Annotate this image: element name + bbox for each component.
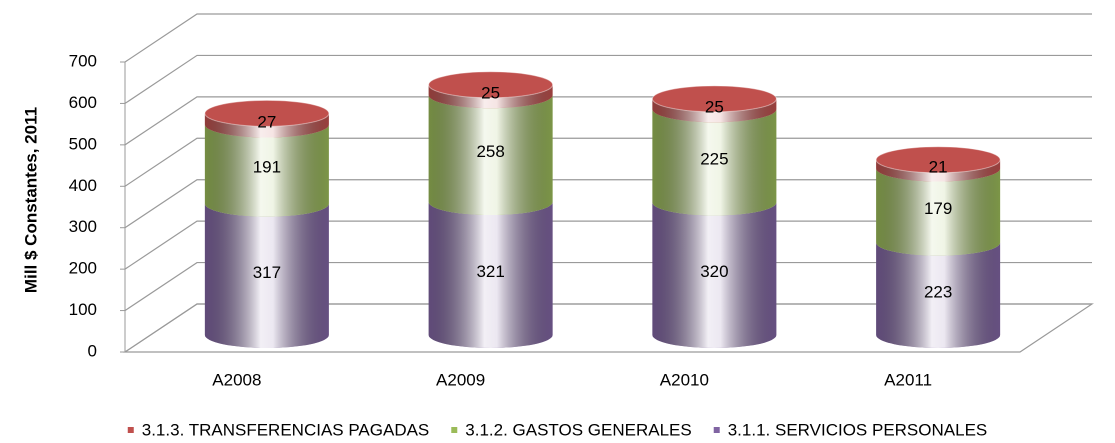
y-tick-label: 500	[69, 134, 97, 153]
value-label: 27	[257, 112, 276, 131]
y-tick-label: 200	[69, 259, 97, 278]
legend-label: 3.1.1. SERVICIOS PERSONALES	[728, 420, 988, 439]
bar-highlight	[428, 95, 553, 216]
y-tick-label: 700	[69, 51, 97, 70]
value-label: 179	[924, 199, 952, 218]
y-tick-label: 600	[69, 93, 97, 112]
legend-label: 3.1.2. GASTOS GENERALES	[465, 420, 691, 439]
value-label: 25	[481, 83, 500, 102]
value-label: 21	[929, 158, 948, 177]
y-tick-label: 100	[69, 300, 97, 319]
bar-top	[651, 85, 777, 113]
grid-line	[124, 137, 1092, 187]
back-wall	[125, 14, 197, 352]
bar-highlight	[652, 109, 777, 216]
value-label: 321	[476, 262, 504, 281]
x-tick-label: A2009	[436, 370, 485, 389]
bar-highlight	[876, 159, 1001, 182]
legend-swatch	[713, 427, 720, 433]
bar-highlight	[652, 202, 777, 348]
bar-highlight	[428, 202, 553, 348]
x-tick-label: A2010	[660, 370, 709, 389]
value-label: 317	[253, 263, 281, 282]
grid-line	[124, 220, 1092, 270]
value-label: 223	[924, 282, 952, 301]
bar-highlight	[876, 168, 1001, 256]
bar-highlight	[204, 124, 329, 217]
value-label: 225	[700, 149, 728, 168]
value-label: 191	[253, 158, 281, 177]
bar-top	[875, 146, 1001, 174]
bar-highlight	[204, 113, 329, 138]
bar-top	[428, 71, 554, 99]
grid-line	[124, 179, 1092, 229]
y-tick-label: 0	[88, 341, 97, 360]
legend-swatch	[127, 427, 134, 433]
bar-highlight	[204, 203, 329, 348]
bar-highlight	[428, 84, 553, 109]
y-tick-label: 300	[69, 217, 97, 236]
legend: 3.1.3. TRANSFERENCIAS PAGADAS 3.1.2. GAST…	[127, 420, 988, 439]
y-tick-label: 400	[69, 176, 97, 195]
bar-top	[204, 99, 330, 127]
value-label: 25	[705, 98, 724, 117]
x-tick-label: A2008	[212, 370, 261, 389]
value-label: 258	[476, 142, 504, 161]
grid-line	[124, 261, 1092, 312]
x-tick-label: A2011	[884, 370, 932, 389]
grid-line	[124, 54, 1092, 104]
legend-swatch	[451, 427, 458, 433]
bar-highlight	[652, 98, 777, 123]
grid-line	[124, 96, 1092, 146]
legend-label: 3.1.3. TRANSFERENCIAS PAGADAS	[142, 420, 430, 439]
grid-line	[124, 13, 1092, 63]
y-axis-title: Mill $ Constantes, 2011	[21, 107, 40, 293]
grid-line	[124, 303, 1092, 353]
value-label: 320	[700, 262, 728, 281]
bar-highlight	[876, 242, 1001, 348]
